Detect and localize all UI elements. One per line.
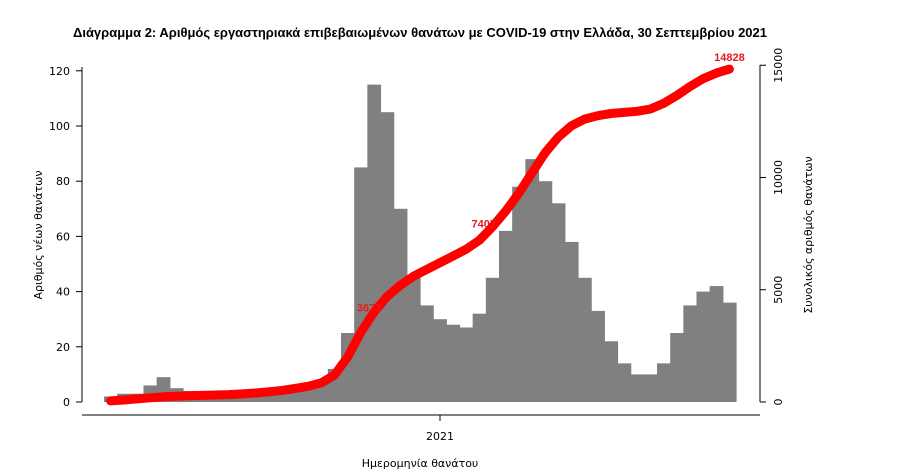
- right-y-ticks: 0 5000 10000 15000: [760, 48, 785, 406]
- cumulative-annotation-label: 7407: [472, 219, 496, 231]
- daily-deaths-bar: [696, 291, 711, 402]
- daily-deaths-bar: [367, 84, 382, 402]
- daily-deaths-bar: [420, 305, 434, 402]
- cumulative-annotations: 3673 7407 14828: [357, 52, 745, 314]
- daily-deaths-bar: [683, 305, 698, 402]
- daily-deaths-bar: [525, 159, 540, 402]
- daily-deaths-bar: [564, 241, 579, 402]
- cumulative-annotation-label: 3673: [357, 303, 381, 315]
- chart-title: Διάγραμμα 2: Αριθμός εργαστηριακά επιβεβ…: [73, 25, 767, 40]
- daily-deaths-bar: [354, 167, 368, 402]
- daily-deaths-bar: [406, 275, 421, 402]
- daily-deaths-bar: [657, 363, 671, 402]
- daily-deaths-bar: [670, 333, 684, 402]
- daily-deaths-bars: [104, 84, 737, 402]
- daily-deaths-bar: [472, 313, 487, 402]
- daily-deaths-bar: [604, 341, 619, 402]
- left-y-tick-label: 120: [49, 65, 70, 78]
- right-y-axis-label: Συνολικός αριθμός θανάτων: [802, 156, 815, 313]
- daily-deaths-bar: [709, 286, 724, 402]
- cumulative-annotation-label: 14828: [714, 52, 745, 64]
- left-y-tick-label: 40: [56, 286, 70, 299]
- daily-deaths-bar: [301, 388, 316, 402]
- daily-deaths-bar: [275, 393, 289, 402]
- daily-deaths-bar: [551, 203, 566, 402]
- daily-deaths-bar: [433, 319, 447, 402]
- daily-deaths-bar: [643, 374, 658, 402]
- right-y-tick-label: 5000: [772, 276, 785, 304]
- daily-deaths-bar: [499, 230, 513, 402]
- daily-deaths-bar: [591, 310, 605, 402]
- left-y-tick-label: 80: [56, 175, 70, 188]
- right-y-tick-label: 15000: [772, 48, 785, 83]
- left-y-tick-label: 60: [56, 230, 70, 243]
- daily-deaths-bar: [222, 396, 237, 402]
- daily-deaths-bar: [393, 208, 408, 402]
- right-y-tick-label: 10000: [772, 160, 785, 195]
- daily-deaths-bar: [617, 363, 632, 402]
- daily-deaths-bar: [722, 302, 737, 402]
- daily-deaths-bar: [446, 324, 461, 402]
- daily-deaths-bar: [288, 390, 303, 402]
- right-y-tick-label: 0: [772, 399, 785, 406]
- daily-deaths-bar: [262, 390, 276, 402]
- left-y-ticks: 0 20 40 60 80 100 120: [49, 65, 82, 409]
- x-axis-label: Ημερομηνία θανάτου: [362, 457, 479, 470]
- left-y-tick-label: 100: [49, 120, 70, 133]
- daily-deaths-bar: [380, 112, 395, 402]
- daily-deaths-bar: [459, 327, 474, 402]
- daily-deaths-bar: [512, 186, 526, 402]
- daily-deaths-bar: [248, 393, 263, 402]
- daily-deaths-bar: [578, 277, 592, 402]
- daily-deaths-bar: [538, 181, 553, 402]
- left-y-tick-label: 0: [63, 396, 70, 409]
- daily-deaths-bar: [485, 277, 500, 402]
- left-y-axis-label: Αριθμός νέων θανάτων: [32, 171, 45, 300]
- x-tick-label: 2021: [426, 430, 454, 443]
- left-y-tick-label: 20: [56, 341, 70, 354]
- daily-deaths-bar: [630, 374, 645, 402]
- cumulative-deaths-line: [106, 64, 734, 406]
- daily-deaths-bar: [235, 396, 250, 402]
